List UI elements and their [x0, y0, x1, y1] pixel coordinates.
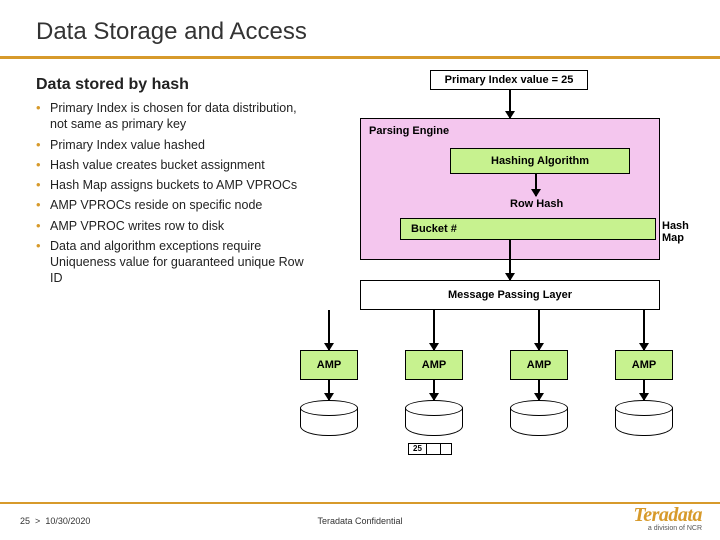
bucket-box: Bucket #	[400, 218, 656, 240]
disk-icon	[615, 400, 673, 436]
arrow-icon	[433, 380, 435, 400]
bullet-item: Data and algorithm exceptions require Un…	[36, 238, 304, 287]
footer-divider	[0, 502, 720, 504]
amp-box: AMP	[405, 350, 463, 380]
bullet-item: Primary Index value hashed	[36, 137, 304, 153]
record-cell	[441, 444, 451, 454]
hashing-algorithm-box: Hashing Algorithm	[450, 148, 630, 174]
arrow-icon	[509, 90, 511, 118]
record-cell	[427, 444, 441, 454]
amp-box: AMP	[510, 350, 568, 380]
amp-box: AMP	[300, 350, 358, 380]
footer-confidential: Teradata Confidential	[0, 516, 720, 526]
diagram: Primary Index value = 25 Parsing Engine …	[310, 70, 710, 470]
disk-icon	[510, 400, 568, 436]
hash-map-label: Hash Map	[662, 220, 710, 244]
arrow-icon	[538, 310, 540, 350]
stored-record: 25	[408, 443, 452, 455]
amp-box: AMP	[615, 350, 673, 380]
row-hash-label: Row Hash	[510, 198, 563, 210]
arrow-icon	[538, 380, 540, 400]
record-value: 25	[409, 444, 427, 454]
bullet-item: Primary Index is chosen for data distrib…	[36, 100, 304, 133]
primary-index-value-box: Primary Index value = 25	[430, 70, 588, 90]
title-divider	[0, 56, 720, 59]
bullet-list: Primary Index is chosen for data distrib…	[36, 100, 304, 291]
arrow-icon	[509, 240, 511, 280]
disk-icon	[405, 400, 463, 436]
brand-logo: Teradata a division of NCR	[633, 504, 702, 532]
bullet-item: Hash value creates bucket assignment	[36, 157, 304, 173]
arrow-icon	[643, 310, 645, 350]
slide-title: Data Storage and Access	[36, 18, 307, 46]
disk-icon	[300, 400, 358, 436]
arrow-icon	[643, 380, 645, 400]
message-passing-layer-box: Message Passing Layer	[360, 280, 660, 310]
section-subhead: Data stored by hash	[36, 76, 189, 94]
arrow-icon	[433, 310, 435, 350]
arrow-icon	[328, 310, 330, 350]
bullet-item: AMP VPROC writes row to disk	[36, 218, 304, 234]
arrow-icon	[328, 380, 330, 400]
arrow-icon	[535, 174, 537, 196]
bullet-item: Hash Map assigns buckets to AMP VPROCs	[36, 177, 304, 193]
parsing-engine-label: Parsing Engine	[369, 125, 449, 137]
brand-name: Teradata	[633, 504, 702, 527]
bullet-item: AMP VPROCs reside on specific node	[36, 197, 304, 213]
